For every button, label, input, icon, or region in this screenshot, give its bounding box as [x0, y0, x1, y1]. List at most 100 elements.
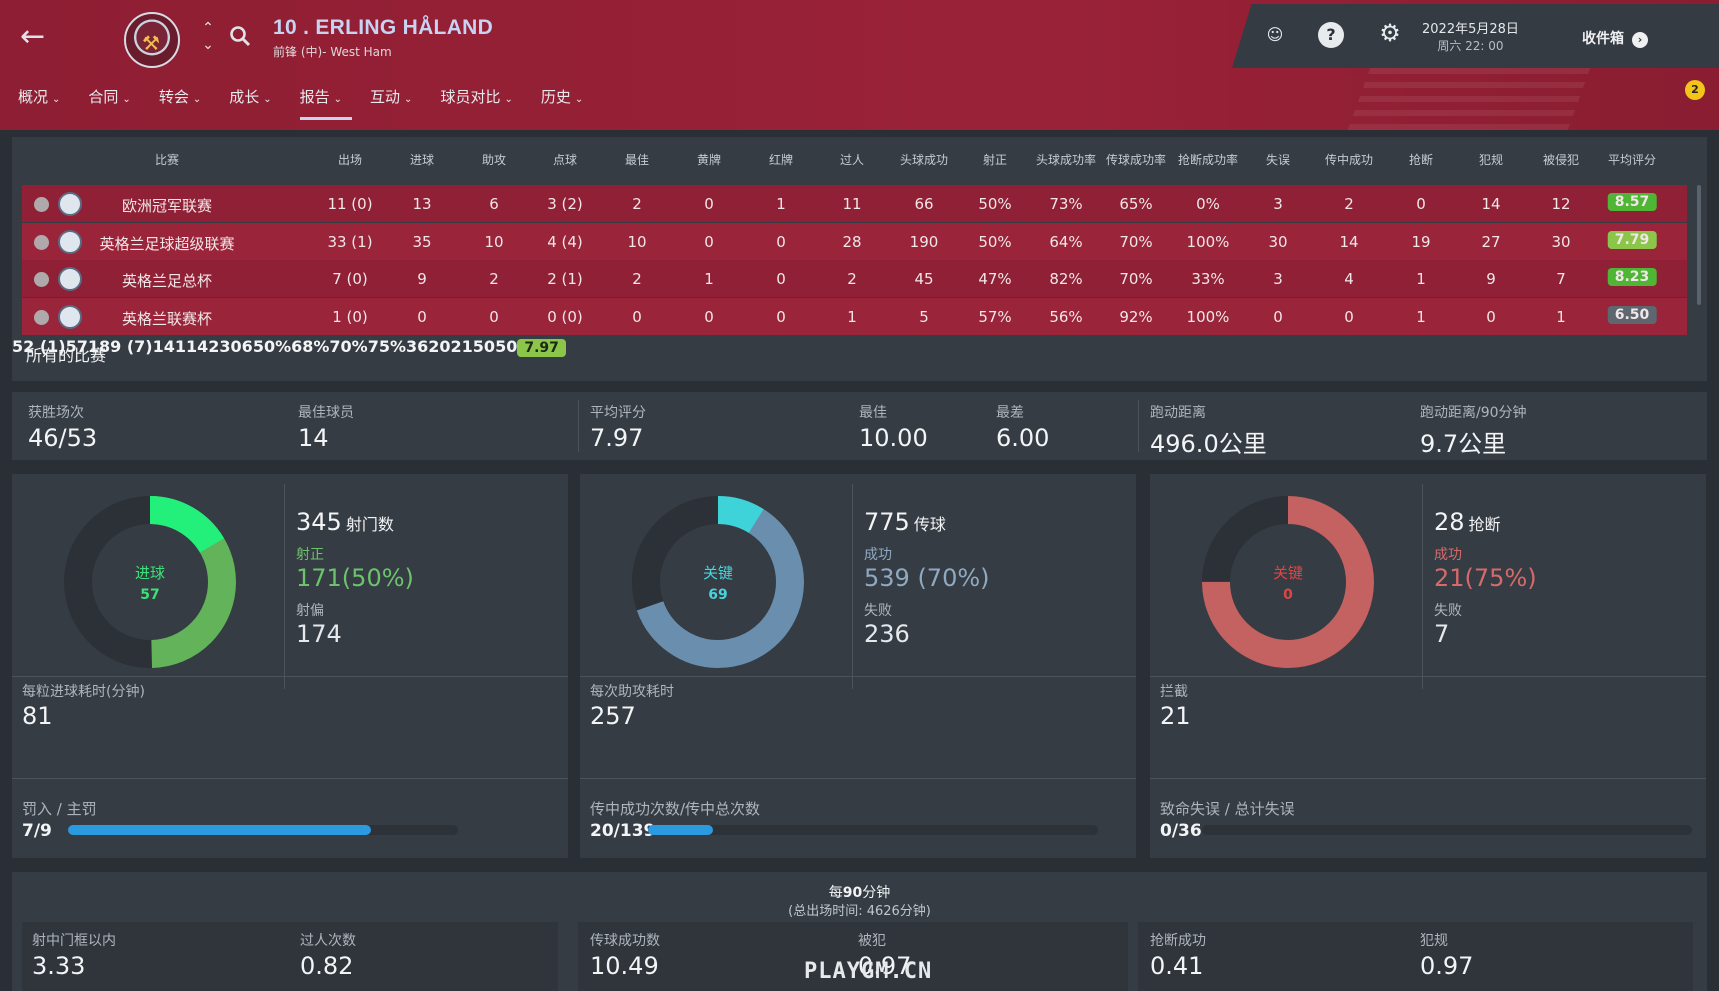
stat-cell: 10 — [484, 232, 504, 251]
player-navigation-arrows[interactable]: ⌃ ⌄ — [199, 20, 217, 58]
competition-name[interactable]: 英格兰足总杯 — [121, 272, 213, 290]
column-header[interactable]: 最佳 — [624, 153, 650, 167]
inbox-button[interactable]: 收件箱 › — [1582, 28, 1648, 48]
column-header[interactable]: 抢断 — [1408, 153, 1434, 167]
competition-logo — [58, 229, 82, 254]
stat-cell: 65% — [1119, 195, 1153, 213]
tackling-card: 关键 0 28 抢断 成功 21(75%) 失败 7 拦截 21 致命失误 / 总计… — [1150, 474, 1706, 858]
chevron-down-icon[interactable]: ⌄ — [202, 37, 214, 53]
stat-cell: 1 — [704, 270, 714, 288]
stat-cell: 2 — [632, 195, 642, 213]
menu-interaction[interactable]: 互动 ⌄ — [370, 88, 413, 106]
table-row[interactable]: 欧洲冠军联赛 11 (0) 13 6 3 (2) 2 0 1 11 66 50% 73% 65% 0% 3 2… — [22, 185, 1687, 222]
stat-cell: 3 — [1273, 195, 1283, 213]
stat-cell: 33% — [1191, 270, 1225, 288]
column-header[interactable]: 比赛 — [154, 153, 180, 167]
menu-history[interactable]: 历史 ⌄ — [540, 88, 584, 106]
card-divider — [1150, 778, 1706, 779]
column-header[interactable]: 出场 — [337, 153, 363, 167]
column-header[interactable]: 抢断成功率 — [1177, 153, 1239, 167]
column-header[interactable]: 过人 — [839, 153, 865, 167]
column-header[interactable]: 头球成功率 — [1035, 153, 1097, 167]
table-row[interactable]: 英格兰联赛杯 1 (0) 0 0 0 (0) 0 0 0 1 5 57% 56% 92% 100% 0 0 1 0… — [22, 297, 1687, 335]
rating-badge: 7.97 — [517, 339, 566, 357]
stat-cell: 5 — [919, 307, 929, 326]
stat-cell: 2 — [489, 270, 499, 288]
stat-cell: 0 — [1273, 307, 1283, 326]
row-toggle-dot[interactable] — [34, 272, 49, 287]
column-header[interactable]: 进球 — [409, 153, 435, 167]
game-date[interactable]: 2022年5月28日 周六 22: 00 — [1422, 22, 1519, 53]
chevron-down-icon: ⌄ — [333, 94, 343, 105]
card-main-value: 345 射门数 — [296, 508, 394, 536]
stat-cell: 1 — [847, 307, 857, 326]
chevron-down-icon: ⌄ — [263, 94, 272, 105]
stat-cell: 0 — [776, 270, 786, 288]
card-divider — [852, 484, 853, 689]
card-stat2-value: 174 — [296, 620, 342, 648]
stat-cell: 47% — [978, 270, 1012, 288]
summary-distance: 跑动距离 496.0公里 — [1150, 405, 1267, 458]
column-header[interactable]: 平均评分 — [1607, 153, 1657, 167]
competition-name[interactable]: 英格兰联赛杯 — [121, 309, 213, 328]
club-badge-logo[interactable]: ⚒ — [124, 12, 180, 68]
stat-cell: 19 — [1411, 232, 1431, 251]
column-header[interactable]: 助攻 — [481, 153, 507, 167]
column-header[interactable]: 射正 — [982, 153, 1008, 167]
card-divider — [284, 484, 285, 689]
column-header[interactable]: 黄牌 — [696, 153, 722, 167]
column-header[interactable]: 传球成功率 — [1105, 153, 1167, 167]
menu-development[interactable]: 成长 ⌄ — [229, 88, 272, 106]
column-header[interactable]: 红牌 — [768, 153, 794, 167]
chevron-down-icon: ⌄ — [404, 94, 413, 105]
stat-cell: 70% — [1119, 232, 1153, 251]
total-cell: 57 — [65, 337, 88, 356]
column-header[interactable]: 点球 — [552, 153, 578, 167]
stat-cell: 0 — [776, 307, 786, 326]
stat-cell: 11 — [842, 195, 862, 213]
chevron-up-icon[interactable]: ⌃ — [202, 20, 214, 36]
hammers-icon: ⚒ — [142, 31, 160, 55]
card-bar-value: 20/139 — [590, 821, 656, 841]
back-arrow-icon[interactable]: ← — [20, 19, 46, 54]
total-cell: 68% — [291, 337, 330, 356]
column-header[interactable]: 被侵犯 — [1542, 153, 1580, 167]
notification-badge[interactable]: 2 — [1685, 80, 1705, 100]
stat-cell: 0 — [1416, 195, 1426, 213]
donut-accent-arc — [632, 496, 804, 668]
stat-cell: 2 — [847, 270, 857, 288]
column-header[interactable]: 头球成功 — [899, 153, 949, 167]
summary-worst-rating: 最差 6.00 — [996, 405, 1050, 452]
competition-name[interactable]: 欧洲冠军联赛 — [121, 197, 213, 215]
search-icon[interactable] — [228, 24, 252, 52]
total-label: 所有的比赛 — [26, 346, 107, 365]
row-toggle-dot[interactable] — [34, 234, 49, 250]
total-cell: 14 — [152, 337, 175, 356]
menu-transfer[interactable]: 转会 ⌄ — [158, 88, 202, 106]
column-header[interactable]: 失误 — [1265, 153, 1291, 167]
stat-cell: 3 — [1273, 270, 1283, 288]
table-scrollbar[interactable] — [1697, 185, 1701, 305]
player-position-club: 前锋 (中)- West Ham — [273, 45, 392, 59]
menu-contract[interactable]: 合同 ⌄ — [88, 88, 131, 106]
table-row[interactable]: 英格兰足球超级联赛 33 (1) 35 10 4 (4) 10 0 0 28 190 50% 64% 7… — [22, 222, 1687, 260]
help-icon[interactable]: ? — [1318, 22, 1344, 48]
table-row[interactable]: 英格兰足总杯 7 (0) 9 2 2 (1) 2 1 0 2 45 47% 82% 70% 33% 3 4 1 9… — [22, 260, 1687, 297]
menu-overview[interactable]: 概况 ⌄ — [18, 88, 61, 106]
gear-icon[interactable]: ⚙ — [1379, 19, 1401, 47]
menu-reports[interactable]: 报告 ⌄ — [299, 86, 353, 120]
chevron-down-icon: ⌄ — [192, 94, 202, 105]
per-90-panel: 每90分钟 (总出场时间: 4626分钟) 射中门框以内 3.33 过人次数 0.8… — [12, 872, 1707, 991]
column-header[interactable]: 传中成功 — [1324, 153, 1374, 167]
season-summary-bar: 获胜场次 46/53 最佳球员 14 平均评分 7.97 最佳 10.00 最差 6.00… — [12, 392, 1707, 460]
menu-compare[interactable]: 球员对比 ⌄ — [440, 88, 513, 106]
card-bar-label: 传中成功次数/传中总次数 — [590, 800, 761, 818]
row-toggle-dot[interactable] — [34, 309, 49, 325]
card-stat1-label: 射正 — [296, 547, 324, 563]
column-header[interactable]: 犯规 — [1478, 153, 1504, 167]
card-progress-track — [1202, 825, 1692, 835]
row-toggle-dot[interactable] — [34, 197, 49, 212]
stat-cell: 13 — [412, 195, 432, 213]
competition-name[interactable]: 英格兰足球超级联赛 — [99, 234, 235, 253]
feedback-icon[interactable]: ☺ — [1266, 25, 1284, 44]
